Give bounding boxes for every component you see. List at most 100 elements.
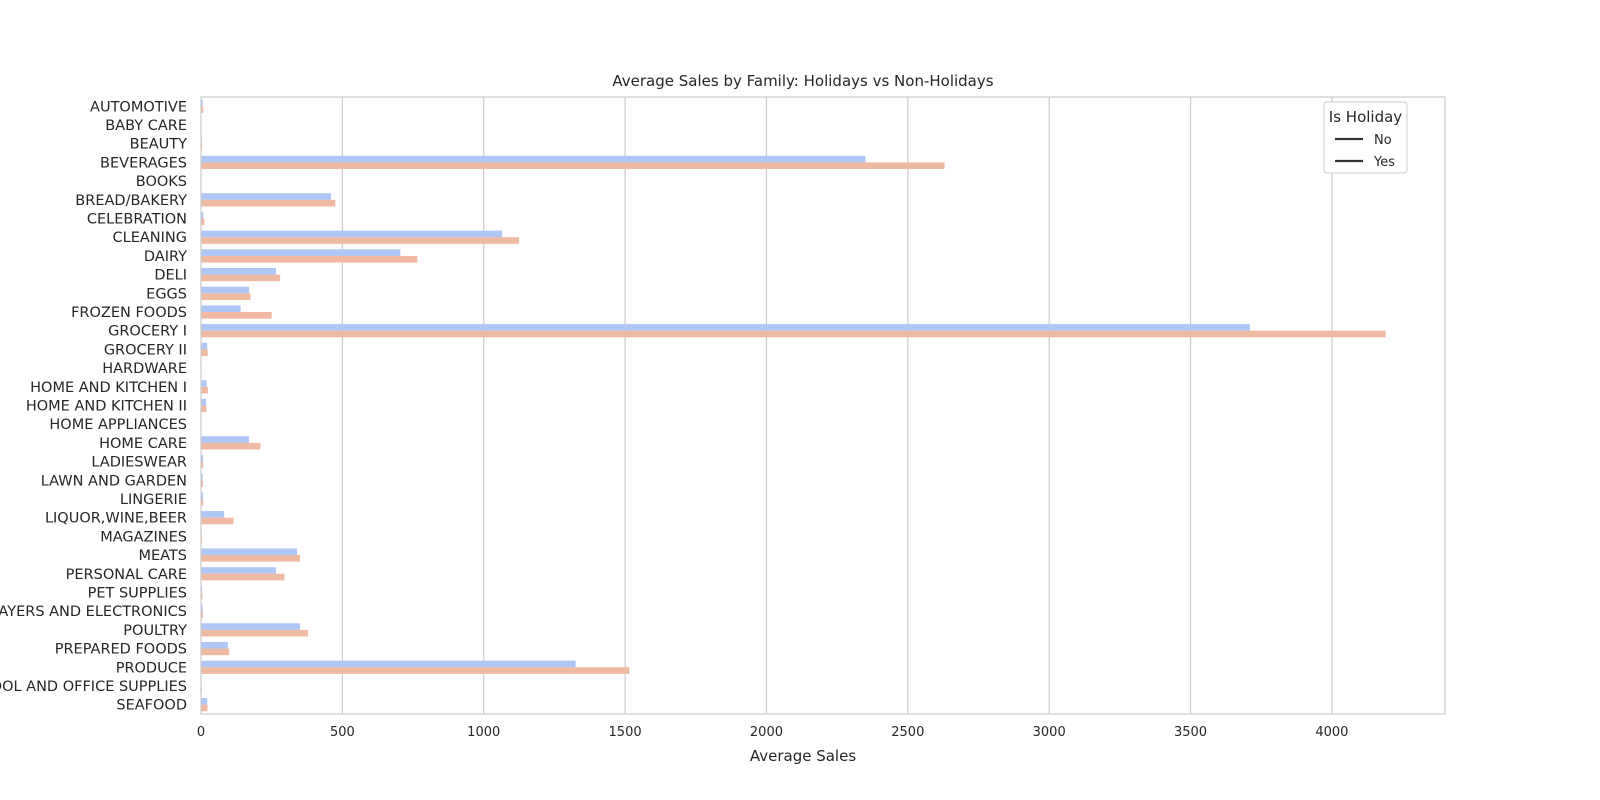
x-tick-label: 2000 — [750, 725, 783, 740]
category-label: BEVERAGES — [100, 155, 187, 171]
category-label: HOME AND KITCHEN II — [26, 399, 187, 415]
legend-title: Is Holiday — [1329, 108, 1403, 126]
category-label: CELEBRATION — [87, 212, 187, 228]
category-label: PRODUCE — [116, 660, 187, 676]
x-tick-label: 4000 — [1315, 725, 1348, 740]
category-label: GROCERY I — [108, 324, 187, 340]
category-label: EGGS — [146, 286, 187, 302]
bar-yes-grocery-ii — [201, 349, 208, 357]
bar-yes-lingerie — [201, 498, 204, 506]
bar-yes-ladieswear — [201, 461, 204, 469]
category-label: SEAFOOD — [116, 698, 187, 714]
bar-yes-meats — [201, 555, 300, 562]
bar-no-dairy — [201, 249, 401, 256]
bar-no-seafood — [201, 698, 208, 705]
category-label: BREAD/BAKERY — [75, 193, 187, 209]
bar-yes-home-and-kitchen-ii — [201, 405, 207, 413]
bar-yes-produce — [201, 667, 630, 674]
category-label: FROZEN FOODS — [71, 305, 187, 321]
category-label: HOME APPLIANCES — [49, 417, 187, 433]
category-label: LIQUOR,WINE,BEER — [45, 511, 187, 527]
bar-yes-liquor-wine-beer — [201, 517, 234, 525]
bar-no-meats — [201, 548, 298, 556]
bar-no-poultry — [201, 623, 300, 630]
category-label: BEAUTY — [130, 137, 187, 153]
category-label: PET SUPPLIES — [88, 585, 187, 601]
bar-no-grocery-ii — [201, 342, 208, 350]
category-label: BABY CARE — [105, 118, 187, 134]
x-tick-labels: 0 500 1000 1500 2000 2500 3000 3500 4000 — [197, 725, 1349, 740]
category-label: DELI — [154, 268, 187, 284]
bar-yes-prepared-foods — [201, 648, 230, 656]
bar-no-celebration — [201, 211, 204, 219]
bar-no-bread-bakery — [201, 193, 332, 200]
x-tick-label: 1500 — [609, 725, 642, 740]
x-tick-label: 500 — [330, 725, 355, 740]
bar-yes-beverages — [201, 162, 945, 170]
x-tick-label: 1000 — [467, 725, 500, 740]
category-label: CLEANING — [113, 230, 188, 246]
bar-yes-personal-care — [201, 573, 285, 581]
category-labels: AUTOMOTIVE BABY CARE BEAUTY BEVERAGES BOOKS B… — [0, 99, 187, 713]
bar-yes-eggs — [201, 293, 251, 300]
x-tick-label: 3500 — [1174, 725, 1207, 740]
bar-yes-seafood — [201, 704, 208, 712]
category-label: SCHOOL AND OFFICE SUPPLIES — [0, 679, 187, 695]
bar-no-home-care — [201, 436, 250, 443]
bar-yes-automotive — [201, 106, 204, 113]
bar-no-frozen-foods — [201, 305, 241, 313]
bar-no-lawn-and-garden — [201, 473, 203, 481]
legend-label-no: No — [1374, 133, 1392, 148]
bar-yes-home-and-kitchen-i — [201, 386, 209, 394]
bar-yes-poultry — [201, 629, 308, 637]
category-label: HARDWARE — [102, 361, 187, 377]
category-label: HOME AND KITCHEN I — [30, 380, 187, 396]
bar-yes-players-and-electronics — [201, 611, 203, 618]
bar-yes-pet-supplies — [201, 592, 203, 600]
bar-no-home-and-kitchen-i — [201, 380, 207, 387]
category-label: MEATS — [138, 548, 187, 564]
category-label: BOOKS — [136, 174, 187, 190]
bar-yes-celebration — [201, 218, 205, 226]
bar-no-eggs — [201, 286, 250, 294]
bar-yes-deli — [201, 274, 281, 282]
bar-no-deli — [201, 268, 276, 275]
x-tick-label: 3000 — [1033, 725, 1066, 740]
legend: Is Holiday No Yes — [1323, 101, 1408, 174]
bar-yes-dairy — [201, 255, 418, 263]
bar-no-automotive — [201, 99, 203, 107]
category-label: DAIRY — [144, 249, 187, 265]
category-label: LINGERIE — [120, 492, 187, 508]
chart-title: Average Sales by Family: Holidays vs Non… — [612, 72, 993, 90]
category-label: PERSONAL CARE — [66, 567, 187, 583]
bar-no-beverages — [201, 155, 866, 163]
bar-yes-lawn-and-garden — [201, 480, 203, 487]
bars — [201, 99, 1386, 712]
category-label: GROCERY II — [104, 342, 187, 358]
legend-label-yes: Yes — [1373, 155, 1395, 170]
x-tick-label: 2500 — [891, 725, 924, 740]
bar-no-home-and-kitchen-ii — [201, 398, 207, 406]
bar-no-produce — [201, 660, 576, 668]
bar-no-personal-care — [201, 567, 276, 574]
bar-yes-home-care — [201, 442, 261, 450]
category-label: PLAYERS AND ELECTRONICS — [0, 604, 187, 620]
bar-no-players-and-electronics — [201, 604, 203, 612]
x-axis-label: Average Sales — [750, 747, 856, 765]
x-tick-label: 0 — [197, 725, 205, 740]
bar-yes-frozen-foods — [201, 312, 272, 319]
bar-yes-grocery-i — [201, 330, 1386, 338]
bar-no-ladieswear — [201, 454, 203, 462]
category-label: LAWN AND GARDEN — [41, 473, 187, 489]
category-label: PREPARED FOODS — [55, 642, 187, 658]
grid-lines — [341, 97, 1333, 714]
category-label: LADIESWEAR — [91, 455, 187, 471]
bar-yes-cleaning — [201, 237, 520, 244]
bar-no-grocery-i — [201, 324, 1250, 331]
bar-no-liquor-wine-beer — [201, 511, 225, 518]
bar-yes-bread-bakery — [201, 199, 336, 207]
category-label: AUTOMOTIVE — [90, 99, 187, 115]
category-label: HOME CARE — [99, 436, 187, 452]
bar-no-prepared-foods — [201, 641, 228, 649]
